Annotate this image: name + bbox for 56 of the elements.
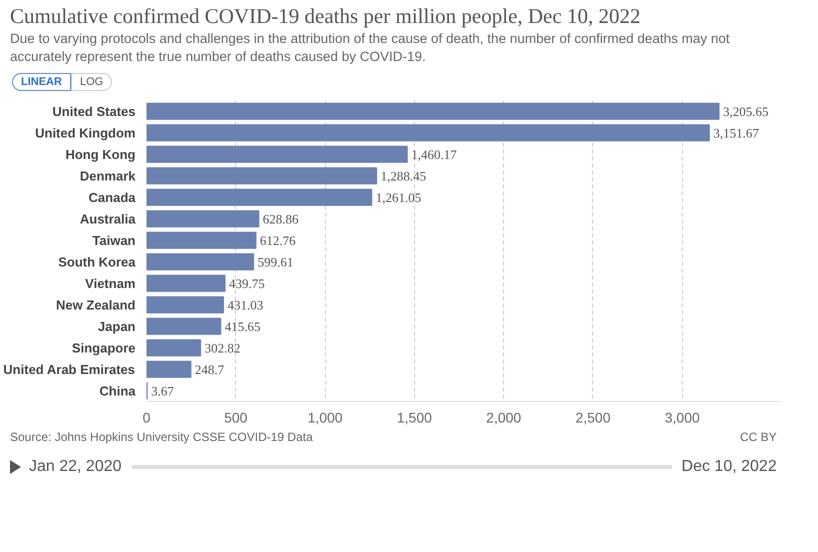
chart-title: Cumulative confirmed COVID-19 deaths per million people, Dec 10, 2022 <box>10 4 640 28</box>
x-tick-label: 3,000 <box>664 409 700 426</box>
x-tick-label: 2,000 <box>486 409 522 426</box>
y-tick-label: New Zealand <box>56 297 136 312</box>
data-label: 1,460.17 <box>411 146 458 162</box>
x-tick-label: 500 <box>224 409 248 426</box>
y-tick-label: Japan <box>98 318 136 334</box>
data-label: 302.82 <box>204 340 240 356</box>
y-tick-label: South Korea <box>58 254 136 270</box>
data-label: 612.76 <box>260 232 296 248</box>
data-label: 415.65 <box>224 318 260 334</box>
y-tick-label: United Kingdom <box>35 125 136 140</box>
data-label: 248.7 <box>194 362 225 377</box>
bar <box>146 318 222 335</box>
text: Jan 22, 2020 <box>29 458 122 476</box>
y-tick-label: Singapore <box>72 340 136 356</box>
x-tick-label: 2,500 <box>575 409 611 426</box>
text: LINEAR <box>12 73 71 92</box>
x-tick-label: 1,500 <box>396 409 432 426</box>
data-label: 1,261.05 <box>376 190 422 205</box>
bar <box>146 167 378 184</box>
bar <box>146 253 254 270</box>
y-tick-label: Australia <box>80 211 136 226</box>
x-tick-label: 1,000 <box>308 409 343 426</box>
text: CC BY <box>740 428 777 446</box>
source-note: Source: Johns Hopkins University CSSE COVID-19 Data <box>10 428 313 446</box>
y-tick-label: Denmark <box>80 168 136 184</box>
data-label: 3,205.65 <box>723 104 768 119</box>
bar <box>146 124 710 142</box>
text: Dec 10, 2022 <box>682 458 777 476</box>
data-label: 3.67 <box>151 383 174 398</box>
bar <box>146 102 720 120</box>
bar <box>146 274 226 292</box>
data-label: 431.03 <box>227 297 264 312</box>
y-tick-label: United States <box>52 104 136 119</box>
chart-subtitle: Due to varying protocols and challenges in the attribution of the cause of death, the number of confirmed deaths may not accurately represent the true number of deaths caused by COVID-19. <box>10 30 731 66</box>
data-label: 3,151.67 <box>713 125 760 140</box>
data-label: 1,288.45 <box>380 168 426 184</box>
data-label: 599.61 <box>258 254 294 270</box>
y-tick-label: Vietnam <box>85 276 136 291</box>
y-tick-label: China <box>99 383 136 398</box>
text: LOG <box>70 73 112 92</box>
data-label: 628.86 <box>262 211 300 226</box>
bar <box>146 210 260 228</box>
y-tick-label: Canada <box>88 190 136 205</box>
x-tick-label: 0 <box>142 409 151 426</box>
bar <box>146 339 202 356</box>
y-tick-label: Hong Kong <box>65 146 136 162</box>
bar <box>146 360 192 378</box>
bar <box>146 296 224 314</box>
y-tick-label: Taiwan <box>92 232 136 248</box>
bar <box>146 188 372 206</box>
bar <box>146 232 256 249</box>
y-tick-label: United Arab Emirates <box>3 362 136 377</box>
bar <box>146 146 408 163</box>
data-label: 439.75 <box>229 276 265 291</box>
